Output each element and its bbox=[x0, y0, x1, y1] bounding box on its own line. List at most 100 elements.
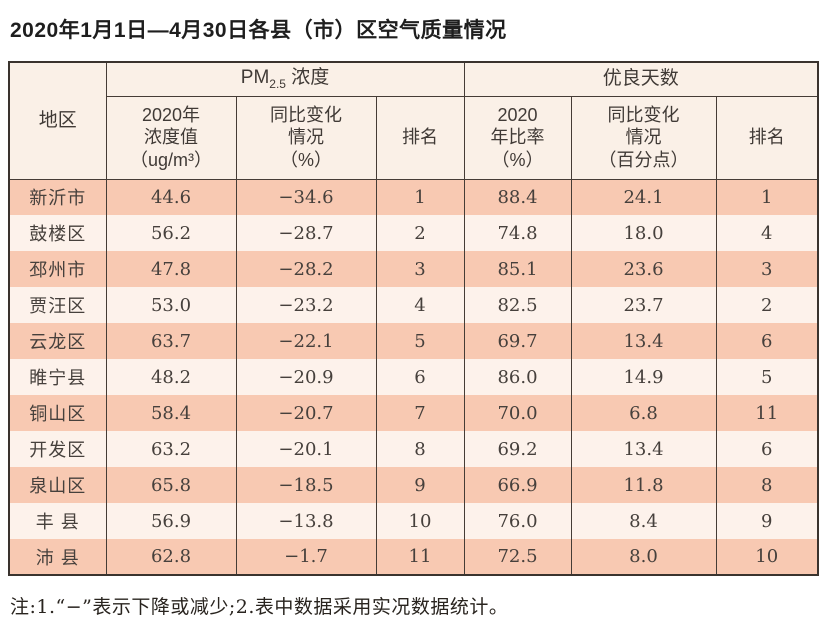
cell-good-change: 8.0 bbox=[570, 539, 717, 575]
cell-good-rate: 76.0 bbox=[463, 503, 572, 539]
cell-pm-rank: 10 bbox=[375, 503, 465, 539]
cell-pm-value: 56.9 bbox=[105, 503, 237, 539]
cell-pm-value: 58.4 bbox=[105, 395, 237, 431]
cell-pm-change: −1.7 bbox=[235, 539, 377, 575]
table-row: 邳州市 47.8 −28.2 3 85.1 23.6 3 bbox=[8, 251, 819, 287]
header-group-row: 地区 PM2.5 浓度 优良天数 bbox=[8, 62, 819, 180]
table-row: 鼓楼区 56.2 −28.7 2 74.8 18.0 4 bbox=[8, 215, 819, 251]
cell-good-change: 18.0 bbox=[570, 215, 717, 251]
cell-good-rank: 11 bbox=[715, 395, 819, 431]
air-quality-table: 地区 PM2.5 浓度 优良天数 2020年 浓度值 （ug/m³） 同比变化 … bbox=[8, 61, 819, 576]
cell-region: 睢宁县 bbox=[8, 359, 107, 395]
cell-region: 邳州市 bbox=[8, 251, 107, 287]
cell-good-change: 23.7 bbox=[570, 287, 717, 323]
cell-region: 铜山区 bbox=[8, 395, 107, 431]
cell-good-rate: 82.5 bbox=[463, 287, 572, 323]
header-region: 地区 bbox=[8, 62, 107, 180]
cell-pm-change: −13.8 bbox=[235, 503, 377, 539]
pm25-label-suffix: 浓度 bbox=[285, 67, 330, 89]
cell-good-rate: 69.7 bbox=[463, 323, 572, 359]
cell-pm-value: 44.6 bbox=[105, 179, 237, 215]
cell-pm-value: 47.8 bbox=[105, 251, 237, 287]
table-row: 贾汪区 53.0 −23.2 4 82.5 23.7 2 bbox=[8, 287, 819, 323]
table-header: 地区 PM2.5 浓度 优良天数 2020年 浓度值 （ug/m³） 同比变化 … bbox=[8, 62, 819, 180]
cell-pm-change: −22.1 bbox=[235, 323, 377, 359]
cell-pm-rank: 5 bbox=[375, 323, 465, 359]
cell-pm-value: 63.2 bbox=[105, 431, 237, 467]
header-pm-value: 2020年 浓度值 （ug/m³） bbox=[105, 96, 237, 180]
cell-region: 新沂市 bbox=[8, 179, 107, 215]
cell-pm-rank: 4 bbox=[375, 287, 465, 323]
header-good-days-group: 优良天数 bbox=[463, 62, 819, 97]
cell-pm-rank: 7 bbox=[375, 395, 465, 431]
cell-good-change: 23.6 bbox=[570, 251, 717, 287]
cell-pm-rank: 3 bbox=[375, 251, 465, 287]
cell-pm-change: −28.2 bbox=[235, 251, 377, 287]
header-pm-rank: 排名 bbox=[375, 96, 465, 180]
cell-pm-rank: 6 bbox=[375, 359, 465, 395]
cell-good-rank: 4 bbox=[715, 215, 819, 251]
footnote: 注:1.“−”表示下降或减少;2.表中数据采用实况数据统计。 bbox=[10, 596, 509, 618]
cell-pm-value: 65.8 bbox=[105, 467, 237, 503]
cell-pm-value: 53.0 bbox=[105, 287, 237, 323]
cell-good-rank: 10 bbox=[715, 539, 819, 575]
cell-pm-rank: 11 bbox=[375, 539, 465, 575]
cell-good-change: 13.4 bbox=[570, 431, 717, 467]
cell-region: 沛 县 bbox=[8, 539, 107, 575]
header-good-change: 同比变化 情况 （百分点） bbox=[570, 96, 717, 180]
cell-good-rank: 8 bbox=[715, 467, 819, 503]
cell-good-change: 6.8 bbox=[570, 395, 717, 431]
cell-pm-rank: 8 bbox=[375, 431, 465, 467]
header-good-rank: 排名 bbox=[715, 96, 819, 180]
cell-pm-change: −23.2 bbox=[235, 287, 377, 323]
table-row: 铜山区 58.4 −20.7 7 70.0 6.8 11 bbox=[8, 395, 819, 431]
cell-pm-value: 63.7 bbox=[105, 323, 237, 359]
cell-good-rank: 1 bbox=[715, 179, 819, 215]
cell-good-rate: 88.4 bbox=[463, 179, 572, 215]
cell-region: 丰 县 bbox=[8, 503, 107, 539]
cell-pm-change: −28.7 bbox=[235, 215, 377, 251]
cell-good-rate: 72.5 bbox=[463, 539, 572, 575]
cell-good-rank: 9 bbox=[715, 503, 819, 539]
cell-pm-value: 48.2 bbox=[105, 359, 237, 395]
cell-pm-change: −18.5 bbox=[235, 467, 377, 503]
header-sub-row: 2020年 浓度值 （ug/m³） 同比变化 情况 （%） 排名 2020 年比… bbox=[9, 96, 819, 180]
cell-good-rate: 70.0 bbox=[463, 395, 572, 431]
table-row: 沛 县 62.8 −1.7 11 72.5 8.0 10 bbox=[8, 539, 819, 575]
cell-pm-change: −20.7 bbox=[235, 395, 377, 431]
table-row: 云龙区 63.7 −22.1 5 69.7 13.4 6 bbox=[8, 323, 819, 359]
table-body: 新沂市 44.6 −34.6 1 88.4 24.1 1 鼓楼区 56.2 −2… bbox=[8, 179, 819, 575]
cell-pm-change: −20.1 bbox=[235, 431, 377, 467]
header-pm25-group: PM2.5 浓度 bbox=[105, 62, 465, 97]
cell-pm-change: −34.6 bbox=[235, 179, 377, 215]
table-row: 睢宁县 48.2 −20.9 6 86.0 14.9 5 bbox=[8, 359, 819, 395]
table-row: 开发区 63.2 −20.1 8 69.2 13.4 6 bbox=[8, 431, 819, 467]
cell-region: 云龙区 bbox=[8, 323, 107, 359]
cell-good-change: 13.4 bbox=[570, 323, 717, 359]
pm25-label-prefix: PM bbox=[240, 67, 270, 89]
cell-good-rank: 3 bbox=[715, 251, 819, 287]
table-row: 泉山区 65.8 −18.5 9 66.9 11.8 8 bbox=[8, 467, 819, 503]
table-row: 新沂市 44.6 −34.6 1 88.4 24.1 1 bbox=[8, 179, 819, 215]
cell-good-rank: 6 bbox=[715, 323, 819, 359]
cell-good-change: 11.8 bbox=[570, 467, 717, 503]
cell-pm-rank: 9 bbox=[375, 467, 465, 503]
cell-pm-change: −20.9 bbox=[235, 359, 377, 395]
cell-good-rate: 74.8 bbox=[463, 215, 572, 251]
cell-region: 贾汪区 bbox=[8, 287, 107, 323]
cell-good-rate: 66.9 bbox=[463, 467, 572, 503]
pm25-label-subscript: 2.5 bbox=[269, 77, 286, 92]
cell-region: 开发区 bbox=[8, 431, 107, 467]
header-pm-change: 同比变化 情况 （%） bbox=[235, 96, 377, 180]
cell-pm-value: 56.2 bbox=[105, 215, 237, 251]
cell-region: 鼓楼区 bbox=[8, 215, 107, 251]
page-title: 2020年1月1日—4月30日各县（市）区空气质量情况 bbox=[10, 19, 507, 42]
cell-good-rank: 5 bbox=[715, 359, 819, 395]
cell-pm-value: 62.8 bbox=[105, 539, 237, 575]
cell-good-rank: 6 bbox=[715, 431, 819, 467]
cell-good-rank: 2 bbox=[715, 287, 819, 323]
cell-good-rate: 86.0 bbox=[463, 359, 572, 395]
cell-good-change: 8.4 bbox=[570, 503, 717, 539]
cell-good-change: 14.9 bbox=[570, 359, 717, 395]
